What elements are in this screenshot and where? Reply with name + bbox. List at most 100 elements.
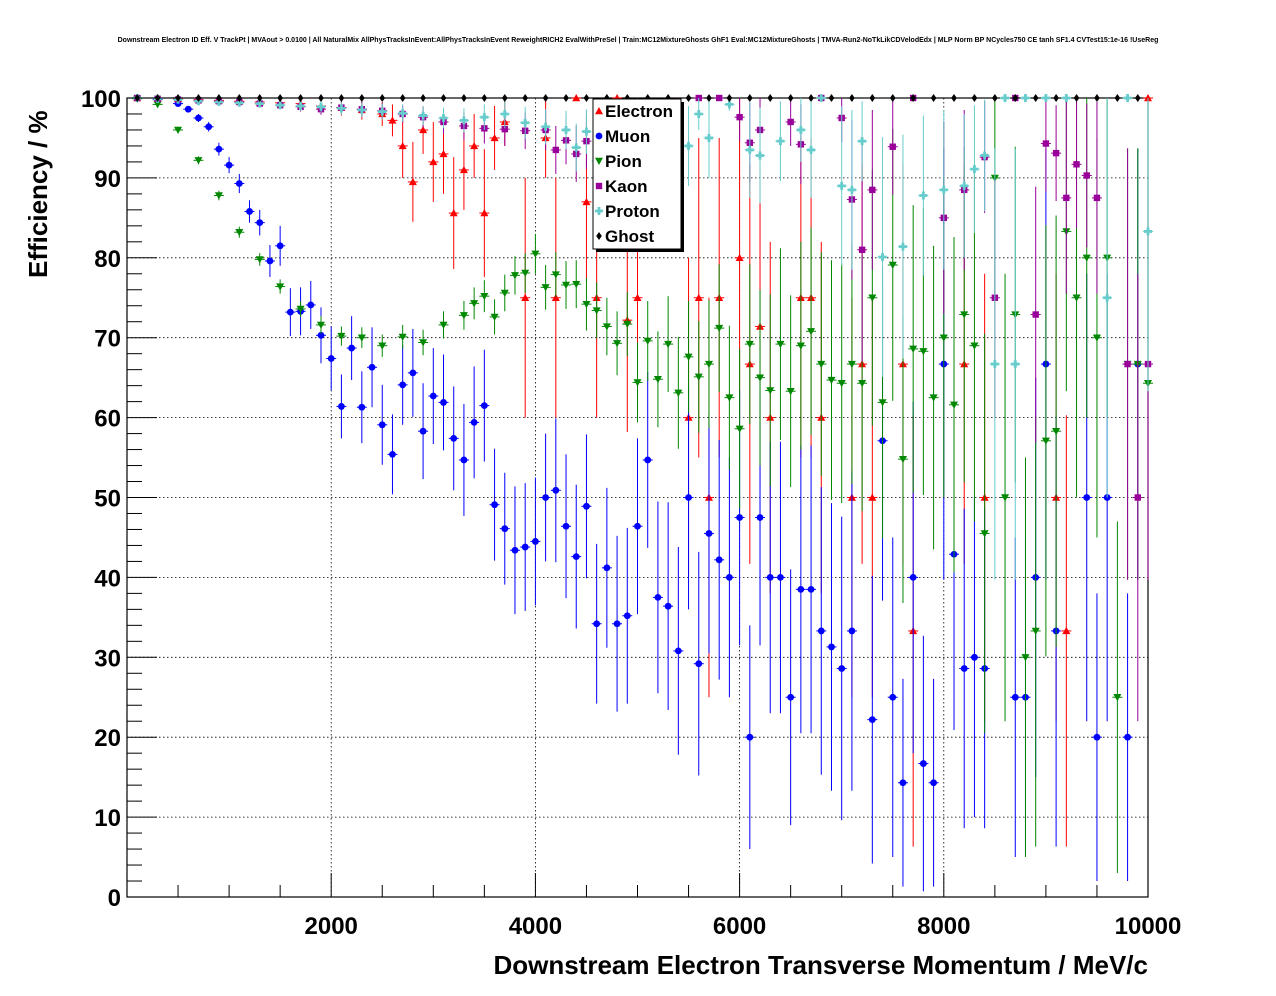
marker [766, 387, 775, 395]
marker [807, 145, 816, 154]
marker [552, 146, 560, 154]
data-point-ghost [703, 94, 714, 102]
marker [1094, 94, 1100, 102]
data-point-ghost [458, 94, 469, 102]
data-point-muon [203, 121, 214, 132]
marker [500, 289, 509, 297]
data-point-ghost [949, 94, 960, 102]
data-point-ghost [234, 94, 245, 102]
marker [745, 340, 754, 349]
data-point-electron [469, 113, 480, 178]
data-point-pion [489, 299, 500, 335]
data-point-proton [1122, 94, 1133, 102]
marker [255, 99, 264, 108]
data-point-pion [755, 289, 766, 466]
marker [215, 145, 223, 153]
marker [980, 530, 989, 538]
marker [592, 307, 601, 315]
legend-label: Kaon [605, 177, 648, 196]
data-point-pion [622, 292, 633, 357]
data-point-muon [356, 371, 367, 444]
marker [296, 101, 305, 110]
marker [175, 94, 181, 102]
marker [971, 653, 978, 661]
marker [337, 332, 346, 341]
marker [378, 107, 387, 116]
marker [398, 141, 407, 150]
data-point-muon [765, 441, 776, 714]
legend-marker [595, 207, 603, 216]
data-point-ghost [1030, 94, 1041, 102]
data-point-proton [438, 107, 449, 129]
data-point-muon [918, 635, 929, 892]
marker [898, 455, 907, 464]
data-point-pion [571, 260, 582, 309]
marker [491, 501, 498, 509]
marker [725, 100, 734, 109]
marker [277, 94, 283, 102]
data-point-pion [714, 264, 725, 393]
x-tick-label: 6000 [713, 913, 766, 940]
data-point-pion [1030, 415, 1041, 847]
marker [735, 425, 744, 433]
marker [459, 312, 468, 320]
data-point-muon [1122, 593, 1133, 882]
y-tick-label: 40 [94, 565, 121, 592]
data-point-proton [969, 105, 980, 234]
marker [235, 98, 244, 107]
marker [898, 242, 907, 251]
marker [971, 94, 978, 102]
data-point-pion [785, 295, 796, 488]
marker [726, 94, 733, 102]
data-point-muon [969, 497, 980, 818]
legend-marker [595, 132, 603, 140]
data-point-muon [928, 678, 939, 887]
marker [205, 123, 213, 131]
marker [868, 716, 876, 724]
marker [174, 126, 183, 134]
marker [1042, 140, 1050, 147]
data-point-pion [581, 277, 592, 331]
data-point-muon [571, 484, 582, 629]
marker [858, 246, 866, 254]
marker [930, 94, 937, 102]
data-point-ghost [438, 94, 449, 102]
marker [562, 522, 570, 530]
data-point-proton [703, 98, 714, 178]
data-point-proton [571, 123, 582, 172]
y-tick-label: 70 [94, 326, 121, 353]
data-point-ghost [663, 94, 674, 102]
marker [582, 300, 591, 309]
data-point-muon [213, 142, 224, 156]
marker [297, 94, 304, 102]
marker [777, 574, 784, 581]
data-point-pion [775, 248, 786, 440]
marker [787, 693, 795, 701]
marker [470, 141, 479, 150]
marker [706, 94, 712, 102]
data-point-pion [949, 237, 960, 573]
data-point-muon [673, 547, 684, 755]
marker [1011, 360, 1020, 369]
marker [868, 493, 877, 501]
marker [849, 94, 855, 102]
data-point-pion [744, 264, 755, 424]
data-point-ghost [1112, 94, 1123, 102]
marker [990, 360, 999, 369]
data-point-muon [326, 326, 337, 391]
data-point-proton [795, 98, 806, 162]
marker [787, 94, 794, 102]
marker [532, 538, 539, 545]
marker [980, 151, 989, 160]
marker [582, 197, 591, 206]
data-point-muon [264, 245, 275, 277]
data-point-pion [295, 300, 306, 317]
data-point-proton [1102, 98, 1113, 498]
data-point-muon [632, 438, 643, 615]
legend-label: Muon [605, 127, 650, 146]
data-point-pion [816, 252, 827, 476]
data-point-muon [540, 433, 551, 562]
marker [429, 157, 438, 166]
marker [358, 403, 366, 411]
marker [674, 647, 682, 655]
